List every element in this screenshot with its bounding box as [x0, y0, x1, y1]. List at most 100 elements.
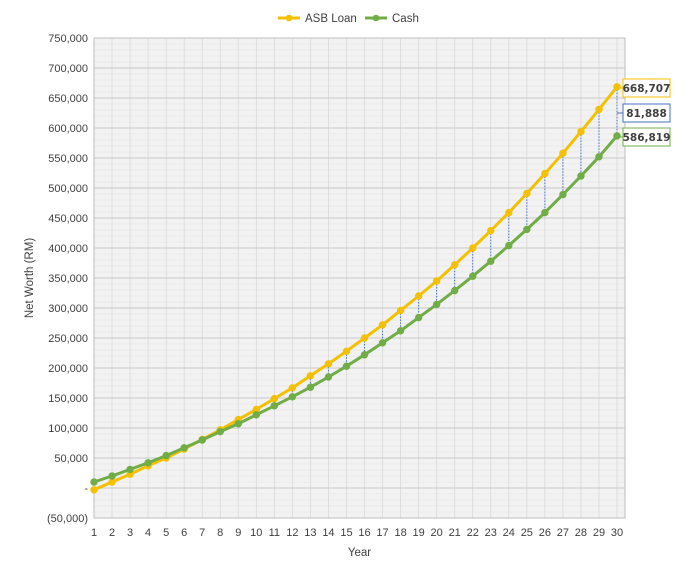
y-tick-label: 300,000 — [48, 303, 88, 315]
data-point — [595, 105, 603, 114]
data-point — [595, 153, 603, 161]
x-tick-label: 22 — [467, 527, 479, 539]
data-point — [144, 459, 152, 467]
x-axis: 1 2 3 4 5 6 7 8 9 10 11 12 13 14 15 16 17 18 19 20 21 22 23 24 2… — [91, 527, 623, 539]
x-tick-label: 5 — [163, 527, 169, 539]
cash-end-label-box — [622, 127, 671, 147]
y-tick-label: 600,000 — [48, 123, 88, 135]
data-point — [523, 189, 531, 198]
data-point — [162, 451, 170, 460]
data-point — [378, 321, 387, 329]
data-point — [252, 411, 261, 419]
legend-item-asb-loan-label: ASB Loan — [305, 13, 357, 25]
y-tick-label: 50,000 — [54, 453, 88, 465]
y-axis: (50,000) - 50,000 100,000 150,000 200,000 250,… — [47, 33, 88, 525]
data-point — [613, 132, 621, 140]
data-point — [469, 272, 477, 280]
y-tick-label: 250,000 — [48, 333, 88, 345]
y-axis-title: Net Worth (RM) — [24, 238, 36, 318]
x-tick-label: 4 — [145, 527, 151, 539]
x-tick-label: 29 — [593, 527, 605, 539]
x-tick-label: 9 — [235, 527, 241, 539]
x-tick-label: 7 — [199, 527, 205, 539]
data-point — [342, 362, 351, 370]
x-tick-label: 16 — [358, 527, 370, 539]
data-point — [216, 427, 224, 436]
y-tick-label: 750,000 — [48, 33, 88, 45]
data-point — [450, 261, 459, 269]
cash-end-label: 586,819 — [623, 132, 671, 144]
x-tick-label: 20 — [431, 527, 443, 539]
series-layer — [90, 83, 621, 494]
data-point — [577, 172, 585, 180]
legend[interactable]: ASB Loan Cash — [278, 13, 419, 25]
data-point — [324, 373, 333, 381]
x-axis-title: Year — [348, 547, 371, 559]
data-point — [288, 393, 297, 401]
y-tick-label: 550,000 — [48, 153, 88, 165]
x-tick-label: 14 — [322, 527, 334, 539]
data-point — [487, 226, 495, 235]
data-point — [108, 472, 116, 480]
data-point — [342, 347, 351, 355]
legend-item-asb-loan-marker — [285, 14, 293, 22]
x-tick-label: 1 — [91, 527, 97, 539]
x-tick-label: 27 — [557, 527, 569, 539]
data-point — [414, 313, 423, 322]
x-tick-label: 28 — [575, 527, 587, 539]
data-point — [505, 208, 513, 217]
data-point — [396, 306, 405, 315]
x-tick-label: 18 — [394, 527, 406, 539]
data-point — [613, 83, 621, 91]
data-point — [577, 127, 585, 136]
data-point — [90, 486, 98, 494]
data-point — [360, 351, 369, 359]
data-point — [324, 360, 333, 368]
data-point — [378, 339, 387, 347]
data-point — [270, 402, 279, 410]
data-point — [469, 244, 477, 252]
x-tick-label: 2 — [109, 527, 115, 539]
legend-item-cash-marker — [372, 14, 380, 22]
asb-end-label-box — [622, 78, 671, 98]
data-point — [234, 420, 242, 428]
y-tick-label: 200,000 — [48, 363, 88, 375]
data-point — [432, 300, 441, 309]
data-point — [505, 241, 513, 250]
x-tick-label: 26 — [539, 527, 551, 539]
y-tick-label: - — [84, 483, 88, 495]
y-tick-label: 500,000 — [48, 183, 88, 195]
x-tick-label: 11 — [269, 527, 280, 539]
data-point — [360, 334, 369, 342]
x-tick-label: 10 — [250, 527, 262, 539]
y-tick-label: (50,000) — [47, 513, 88, 525]
x-tick-label: 30 — [611, 527, 623, 539]
x-tick-label: 15 — [340, 527, 352, 539]
y-tick-label: 150,000 — [48, 393, 88, 405]
data-point — [541, 169, 549, 178]
x-tick-label: 21 — [449, 527, 461, 539]
x-tick-label: 19 — [412, 527, 424, 539]
data-point — [541, 208, 549, 217]
y-tick-label: 350,000 — [48, 273, 88, 285]
gap-label: 81,888 — [626, 108, 667, 120]
y-tick-label: 700,000 — [48, 63, 88, 75]
x-tick-label: 12 — [286, 527, 298, 539]
x-tick-label: 3 — [127, 527, 133, 539]
data-point — [559, 149, 567, 157]
x-tick-label: 25 — [521, 527, 533, 539]
x-tick-label: 24 — [503, 527, 515, 539]
legend-item-cash-label: Cash — [392, 13, 419, 25]
y-tick-label: 400,000 — [48, 243, 88, 255]
data-point — [288, 384, 297, 392]
x-tick-label: 6 — [181, 527, 187, 539]
data-point — [306, 383, 315, 391]
data-point — [523, 225, 531, 234]
asb-end-label: 668,707 — [623, 83, 671, 95]
data-point — [270, 394, 279, 403]
data-point — [90, 478, 98, 486]
plot-border — [93, 37, 626, 519]
data-point — [559, 190, 567, 199]
x-tick-label: 17 — [376, 527, 388, 539]
